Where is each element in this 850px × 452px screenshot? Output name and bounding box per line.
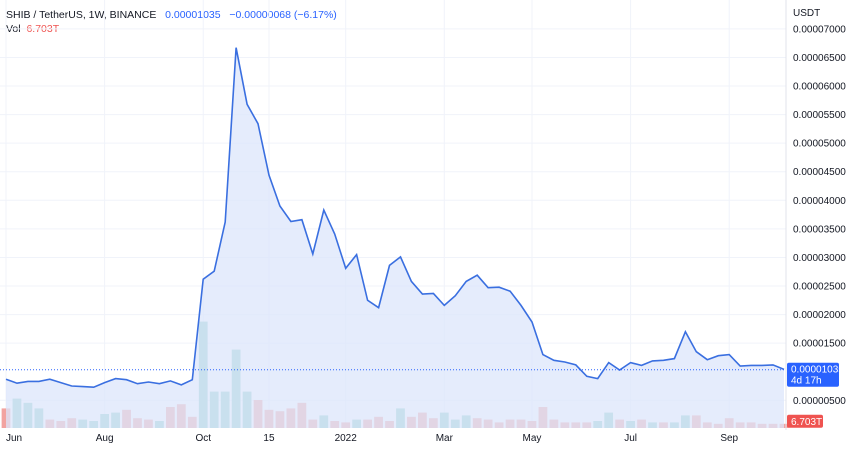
price-tick-label: 0.00004500 [793,167,846,178]
price-tick-label: 0.00002500 [793,282,846,293]
time-axis[interactable]: Jun Aug Oct 15 2022 Mar May Jul Sep [6,433,739,444]
time-tick-label: Oct [195,433,211,444]
legend-change: −0.00000068 (−6.17%) [229,9,337,21]
time-tick-label: 15 [263,433,275,444]
time-tick-label: May [523,433,542,444]
price-tag-countdown: 4d 17h [791,376,822,387]
volume-tag-value: 6.703T [791,417,822,428]
price-area [6,47,784,428]
legend-symbol[interactable]: SHIB / TetherUS, 1W, BINANCE [6,9,157,21]
price-tick-label: 0.00005000 [793,139,846,150]
price-tick-label: 0.00000500 [793,396,846,407]
price-tick-label: 0.00006500 [793,53,846,64]
time-tick-label: Mar [436,433,454,444]
price-tag-value: 0.00001035 [791,365,844,376]
price-tick-label: 0.00004000 [793,196,846,207]
price-tick-label: 0.00002000 [793,310,846,321]
price-tick-label: 0.00006000 [793,82,846,93]
price-tick-label: 0.00003500 [793,224,846,235]
price-axis[interactable]: 0.00007000 0.00006500 0.00006000 0.00005500… [793,24,846,406]
time-tick-label: Sep [720,433,738,444]
price-tag: 0.00001035 4d 17h [787,362,844,387]
time-tick-label: 2022 [335,433,358,444]
legend-row-symbol: SHIB / TetherUS, 1W, BINANCE 0.00001035 … [6,8,337,22]
price-tick-label: 0.00001500 [793,339,846,350]
time-tick-label: Aug [96,433,114,444]
time-tick-label: Jun [6,433,22,444]
chart-grid [0,0,786,428]
price-tick-label: 0.00003000 [793,253,846,264]
volume-tag: 6.703T [787,414,823,428]
time-tick-label: Jul [624,433,637,444]
currency-label[interactable]: USDT [793,8,820,19]
price-tick-label: 0.00007000 [793,24,846,35]
price-tick-label: 0.00005500 [793,110,846,121]
legend-last-price: 0.00001035 [165,9,221,21]
price-line[interactable] [5,47,785,389]
